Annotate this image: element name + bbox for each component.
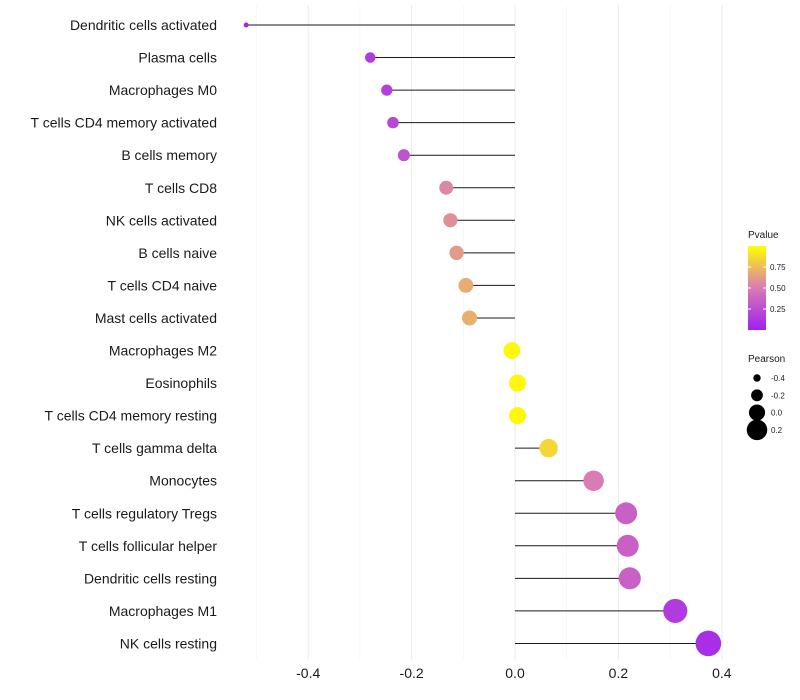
lollipop-point [449,245,464,261]
legend-pvalue-title: Pvalue [748,230,779,241]
category-label: NK cells resting [120,635,217,651]
lollipop-point [387,116,399,129]
stems [246,24,709,644]
lollipop-point [509,374,527,392]
category-label: Plasma cells [138,50,217,66]
category-label: B cells naive [138,245,217,261]
lollipop-point [618,567,641,590]
category-label: NK cells activated [106,212,217,228]
grid [256,5,723,660]
lollipop-point [509,407,527,425]
legend-pearson-label: -0.4 [771,374,785,383]
category-label: Macrophages M1 [109,603,217,619]
legend-pearson-title: Pearson [748,354,785,365]
legend-pvalue-label: 0.75 [770,263,786,272]
category-label: T cells follicular helper [79,538,218,554]
lollipop-point [695,630,722,657]
lollipop-point [615,502,638,525]
category-label: Monocytes [149,473,217,489]
category-labels: Dendritic cells activated Plasma cells Mac… [31,17,218,651]
lollipop-point [458,277,474,293]
category-label: T cells CD4 memory activated [31,115,217,131]
legend-pearson: Pearson -0.4 -0.2 0.0 0.2 [746,354,785,441]
legend-pearson-label: 0.2 [771,426,783,435]
category-label: T cells CD8 [145,180,217,196]
category-label: Dendritic cells activated [70,17,217,33]
legend-pearson-dot [751,389,763,402]
category-label: Eosinophils [145,375,217,391]
legend-pvalue-label: 0.25 [770,305,786,314]
lollipop-point [243,22,249,28]
x-tick-label: -0.2 [400,665,424,681]
category-label: B cells memory [121,147,217,163]
legend-pearson-label: 0.0 [771,409,783,418]
x-tick-label: 0.0 [505,665,525,681]
x-tick-label: -0.4 [296,665,320,681]
category-label: T cells regulatory Tregs [72,505,217,521]
legend-pearson-dot [753,374,761,382]
lollipop-point [539,438,558,458]
lollipop-point [663,598,688,623]
points [243,22,722,657]
lollipop-point [503,342,521,359]
legend-pearson-dot [748,404,766,421]
x-tick-label: 0.4 [712,665,732,681]
lollipop-point [583,470,604,491]
lollipop-point [616,534,639,557]
category-label: Macrophages M0 [109,82,217,98]
lollipop-point [443,213,458,228]
lollipop-point [462,310,477,326]
category-label: T cells CD4 memory resting [45,408,217,424]
lollipop-point [364,52,376,63]
category-label: Macrophages M2 [109,343,217,359]
legend-pvalue-label: 0.50 [770,284,786,293]
category-label: T cells CD4 naive [108,277,218,293]
legend-pearson-dot [746,419,768,441]
category-label: T cells gamma delta [92,440,217,456]
x-tick-label: 0.2 [609,665,629,681]
legend-pearson-label: -0.2 [771,391,785,400]
lollipop-point [381,84,393,96]
legend-pvalue-colorbar [748,246,766,330]
lollipop-point [439,180,454,195]
lollipop-point [397,149,410,162]
x-axis-ticks: -0.4 -0.2 0.0 0.2 0.4 [296,665,732,681]
category-label: Mast cells activated [95,310,217,326]
category-label: Dendritic cells resting [84,570,217,586]
legend-pvalue: Pvalue 0.75 0.50 0.25 [748,230,786,330]
